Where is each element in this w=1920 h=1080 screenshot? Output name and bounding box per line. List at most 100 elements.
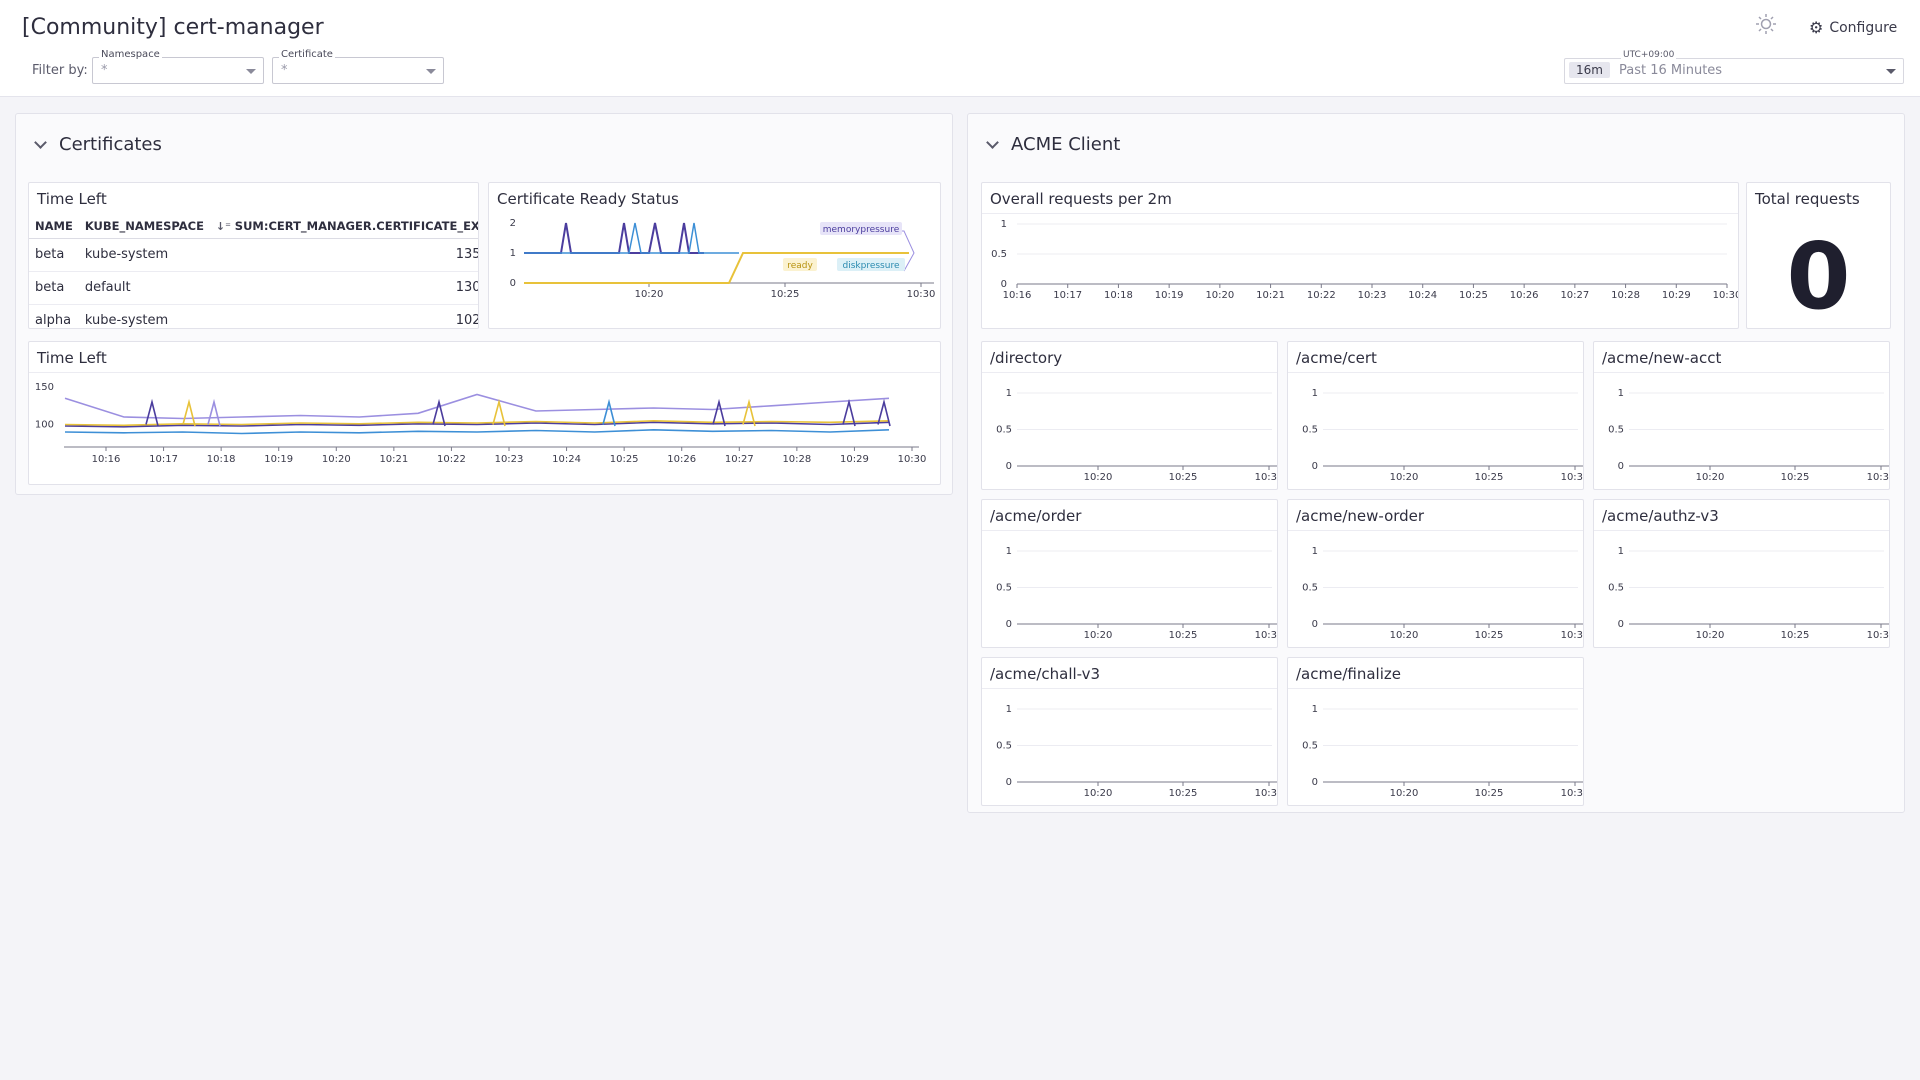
x-tick-label: 10:30 bbox=[1867, 630, 1890, 641]
endpoint-widget: /acme/order 1 0.5 0 10:20 10:25 10:30 bbox=[981, 499, 1278, 648]
widget-title: /acme/order bbox=[990, 507, 1082, 525]
x-tick-label: 10:20 bbox=[1390, 472, 1419, 483]
table-row[interactable]: alpha kube-system 102.8 bbox=[29, 304, 478, 328]
y-tick-label: 0 bbox=[1006, 619, 1012, 630]
legend-label: diskpressure bbox=[843, 261, 900, 271]
series-spike bbox=[602, 398, 616, 427]
y-tick-label: 0.5 bbox=[996, 425, 1012, 436]
x-tick-label: 10:25 bbox=[1169, 630, 1198, 641]
series-spike bbox=[182, 398, 196, 427]
y-tick-label: 0.5 bbox=[996, 741, 1012, 752]
y-tick-label: 1 bbox=[1618, 546, 1624, 557]
cell-value: 102.8 bbox=[209, 304, 478, 328]
y-tick-label: 1 bbox=[1006, 546, 1012, 557]
endpoint-request-chart: 1 0.5 0 10:20 10:25 10:30 bbox=[1608, 388, 1889, 483]
chevron-down-icon bbox=[426, 69, 436, 74]
total-requests-widget: Total requests 0 bbox=[1746, 182, 1891, 329]
time-left-chart-widget: Time Left 150 100 10:16 10:17 10:18 10:19 10:2… bbox=[28, 341, 941, 485]
x-tick-label: 10:20 bbox=[1084, 630, 1113, 641]
series-spike bbox=[207, 398, 221, 427]
cell-name: beta bbox=[29, 238, 79, 272]
legend-label: memorypressure bbox=[823, 225, 900, 235]
y-tick-label: 1 bbox=[1312, 704, 1318, 715]
x-tick-label: 10:30 bbox=[1255, 788, 1278, 799]
widget-title: Time Left bbox=[37, 190, 107, 208]
cell-value: 135.5 bbox=[209, 238, 478, 272]
column-header-namespace[interactable]: KUBE_NAMESPACE bbox=[78, 214, 210, 239]
series-line-diskpressure bbox=[524, 222, 739, 254]
x-tick-label: 10:30 bbox=[1561, 788, 1584, 799]
y-tick-label: 150 bbox=[35, 382, 54, 393]
series-line-4 bbox=[64, 419, 890, 427]
certificate-ready-status-widget: Certificate Ready Status 2 1 0 10:20 10:25 10… bbox=[488, 182, 941, 329]
y-tick-label: 1 bbox=[1312, 388, 1318, 399]
column-header-value[interactable]: SUM:CERT_MANAGER.CERTIFICATE_EX... bbox=[209, 214, 478, 239]
x-tick-label: 10:18 bbox=[207, 454, 236, 465]
x-tick-label: 10:25 bbox=[1475, 472, 1504, 483]
x-tick-label: 10:21 bbox=[1256, 290, 1285, 301]
x-tick-label: 10:19 bbox=[264, 454, 293, 465]
x-tick-label: 10:18 bbox=[1104, 290, 1133, 301]
y-tick-label: 0 bbox=[510, 278, 516, 289]
y-tick-label: 0.5 bbox=[1302, 583, 1318, 594]
y-tick-label: 1 bbox=[1006, 704, 1012, 715]
endpoint-request-chart: 1 0.5 0 10:20 10:25 10:30 bbox=[1302, 704, 1584, 799]
x-tick-label: 10:17 bbox=[1053, 290, 1082, 301]
y-tick-label: 2 bbox=[510, 218, 516, 229]
x-tick-label: 10:20 bbox=[1084, 788, 1113, 799]
series-spike bbox=[492, 398, 506, 427]
legend-pill-bg bbox=[820, 222, 902, 235]
legend-label: ready bbox=[787, 261, 813, 271]
series-spike bbox=[145, 398, 159, 427]
y-tick-label: 0 bbox=[1618, 619, 1624, 630]
table-row[interactable]: beta kube-system 135.5 bbox=[29, 238, 478, 272]
x-tick-label: 10:20 bbox=[1084, 472, 1113, 483]
x-tick-label: 10:20 bbox=[1390, 788, 1419, 799]
namespace-filter-label: Namespace bbox=[99, 49, 162, 60]
column-header-name[interactable]: NAME bbox=[29, 214, 79, 239]
settings-sun-icon[interactable] bbox=[1755, 13, 1777, 40]
chevron-down-icon[interactable] bbox=[986, 135, 999, 149]
x-tick-label: 10:17 bbox=[149, 454, 178, 465]
x-tick-label: 10:30 bbox=[1561, 630, 1584, 641]
endpoint-request-chart: 1 0.5 0 10:20 10:25 10:30 bbox=[1302, 388, 1583, 483]
x-tick-label: 10:24 bbox=[552, 454, 581, 465]
certificate-filter-value: * bbox=[281, 63, 288, 78]
endpoint-widget: /acme/new-acct 1 0.5 0 10:20 10:25 10:30 bbox=[1593, 341, 1890, 490]
x-tick-label: 10:25 bbox=[771, 289, 800, 300]
x-tick-label: 10:21 bbox=[379, 454, 408, 465]
cell-namespace: kube-system bbox=[78, 304, 210, 328]
x-tick-label: 10:25 bbox=[1781, 472, 1810, 483]
ready-status-chart: 2 1 0 10:20 10:25 10:30 memorypressure ready dis… bbox=[510, 218, 936, 300]
widget-title: /acme/chall-v3 bbox=[990, 665, 1101, 683]
y-tick-label: 0.5 bbox=[991, 249, 1007, 260]
certificate-filter[interactable]: Certificate * bbox=[272, 49, 444, 84]
endpoint-widget: /acme/authz-v3 1 0.5 0 10:20 10:25 10:30 bbox=[1593, 499, 1890, 648]
table-row[interactable]: beta default 130.1 bbox=[29, 271, 478, 305]
page-title: [Community] cert-manager bbox=[22, 15, 324, 40]
dashboard-header: [Community] cert-manager ⚙ Configure Fil… bbox=[0, 0, 1920, 97]
endpoint-request-chart: 1 0.5 0 10:20 10:25 10:30 bbox=[996, 704, 1278, 799]
acme-group-header[interactable]: ACME Client bbox=[986, 134, 1120, 155]
cell-name: beta bbox=[29, 271, 79, 305]
x-tick-label: 10:20 bbox=[322, 454, 351, 465]
namespace-filter[interactable]: Namespace * bbox=[92, 49, 264, 84]
x-tick-label: 10:30 bbox=[1255, 630, 1278, 641]
time-range-picker[interactable]: UTC+09:00 16m Past 16 Minutes bbox=[1564, 50, 1904, 84]
x-tick-label: 10:20 bbox=[1696, 472, 1725, 483]
divider bbox=[1594, 372, 1889, 373]
configure-button[interactable]: ⚙ Configure bbox=[1809, 18, 1897, 37]
divider bbox=[982, 688, 1277, 689]
chevron-down-icon[interactable] bbox=[34, 135, 47, 149]
endpoint-request-chart: 1 0.5 0 10:20 10:25 10:30 bbox=[996, 546, 1278, 641]
widget-title: /directory bbox=[990, 349, 1063, 367]
certificates-group-header[interactable]: Certificates bbox=[34, 134, 162, 155]
cell-value: 130.1 bbox=[209, 271, 478, 305]
x-tick-label: 10:25 bbox=[1781, 630, 1810, 641]
overall-requests-widget: Overall requests per 2m 1 0.5 0 10:16 10:17 1… bbox=[981, 182, 1739, 329]
x-tick-label: 10:30 bbox=[898, 454, 927, 465]
x-tick-label: 10:30 bbox=[1713, 290, 1739, 301]
time-left-table: NAME KUBE_NAMESPACE SUM:CERT_MANAGER.CER… bbox=[29, 214, 478, 328]
x-tick-label: 10:25 bbox=[1459, 290, 1488, 301]
x-tick-label: 10:25 bbox=[1475, 630, 1504, 641]
